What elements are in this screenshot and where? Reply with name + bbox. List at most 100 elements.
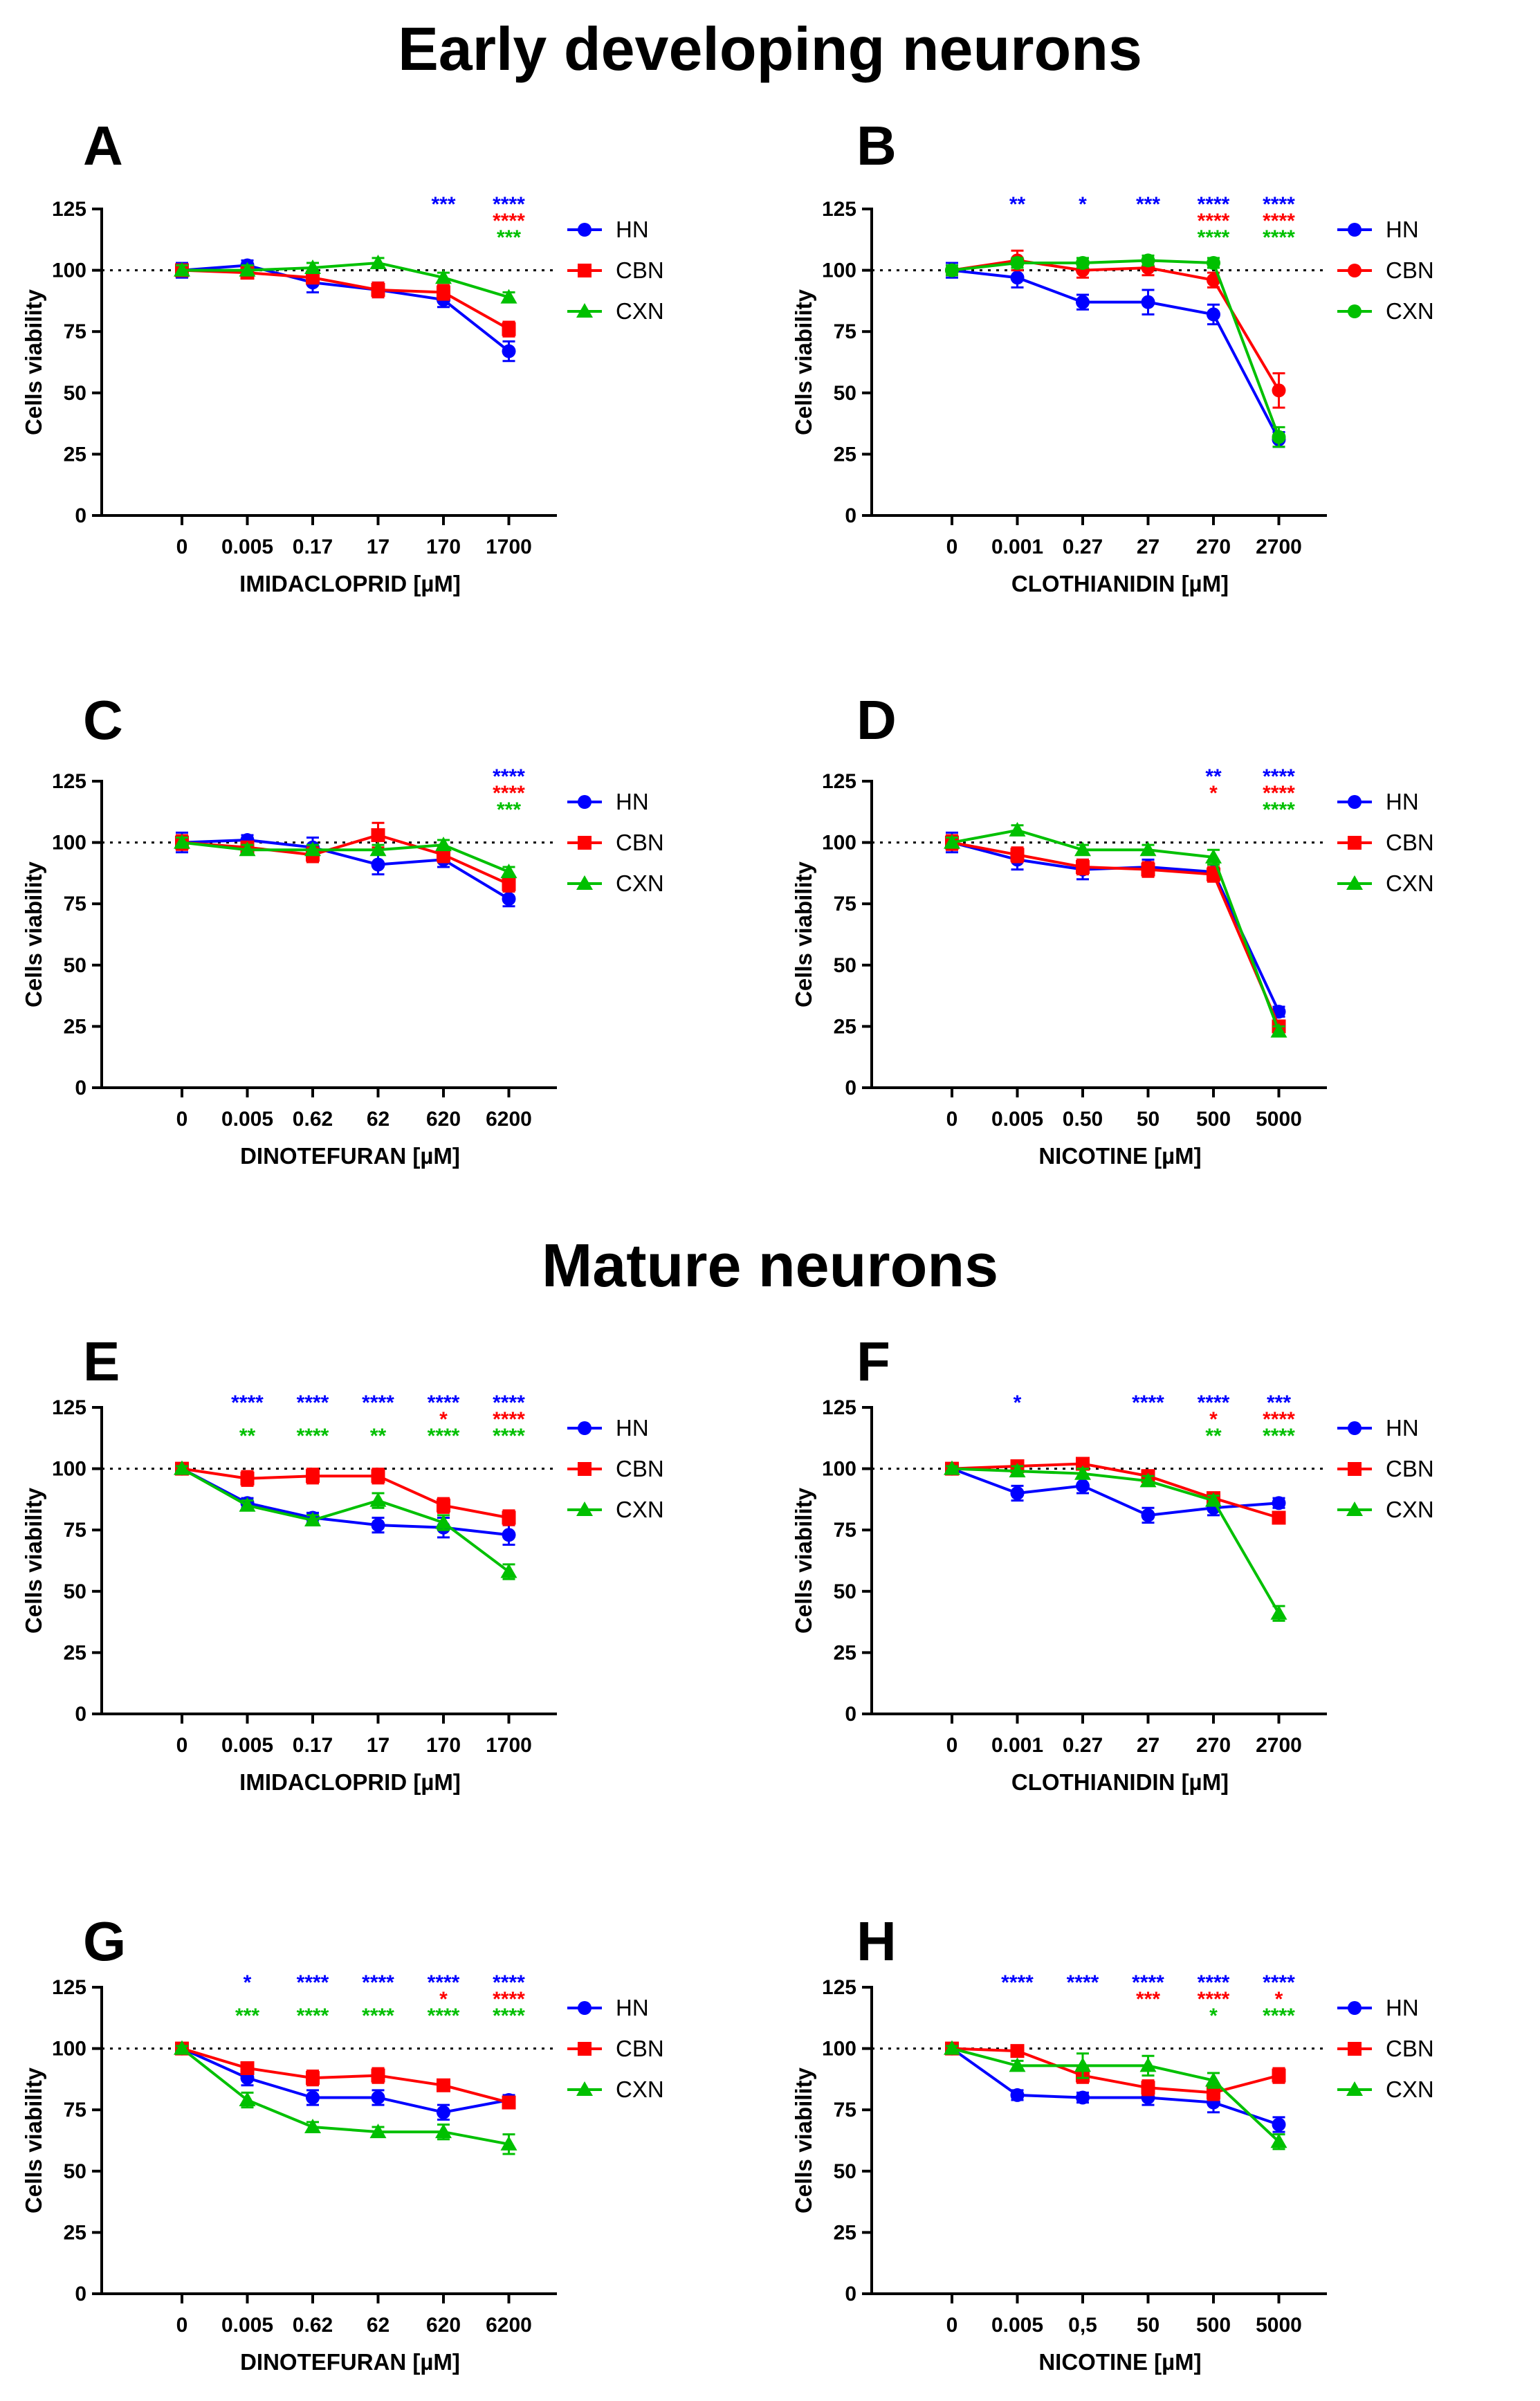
data-point bbox=[437, 285, 450, 300]
x-tick-label: 1700 bbox=[486, 536, 532, 558]
legend-item-cbn: CBN bbox=[567, 1456, 664, 1481]
significance-mark: **** bbox=[493, 1408, 525, 1431]
x-tick-label: 0 bbox=[176, 536, 188, 558]
significance-mark: **** bbox=[1263, 765, 1295, 788]
data-point bbox=[304, 2119, 321, 2134]
legend-label: HN bbox=[616, 789, 649, 814]
y-tick-label: 0 bbox=[75, 1077, 86, 1099]
data-point bbox=[240, 2061, 255, 2075]
y-tick-label: 125 bbox=[52, 1396, 86, 1419]
legend-item-cxn: CXN bbox=[1337, 2076, 1434, 2102]
y-tick-label: 25 bbox=[64, 2221, 86, 2244]
legend-marker bbox=[1348, 264, 1362, 277]
legend-marker bbox=[1348, 1462, 1362, 1476]
data-point bbox=[1141, 862, 1155, 877]
series-line bbox=[181, 2047, 509, 2146]
y-tick-label: 0 bbox=[845, 1077, 856, 1099]
y-tick-label: 0 bbox=[75, 504, 86, 527]
legend-label: HN bbox=[616, 217, 649, 242]
series-line bbox=[181, 264, 510, 353]
legend-item-cxn: CXN bbox=[567, 1497, 664, 1522]
series-line bbox=[951, 2047, 1280, 2143]
x-tick-label: 500 bbox=[1196, 1108, 1231, 1131]
series-line bbox=[181, 2047, 510, 2104]
series-hn bbox=[175, 2041, 516, 2121]
data-point bbox=[1139, 2057, 1157, 2072]
data-point bbox=[1010, 2088, 1025, 2102]
data-point bbox=[1074, 841, 1091, 857]
x-tick-label: 270 bbox=[1196, 536, 1231, 558]
x-tick-label: 0 bbox=[946, 536, 958, 558]
y-tick-label: 0 bbox=[845, 1703, 856, 1726]
legend-marker bbox=[578, 2042, 592, 2056]
data-point bbox=[239, 841, 256, 857]
panel-letter-f: F bbox=[856, 1331, 890, 1392]
data-point bbox=[371, 857, 385, 872]
data-point bbox=[1141, 1508, 1155, 1522]
series-line bbox=[181, 833, 510, 886]
significance-mark: *** bbox=[431, 193, 455, 216]
legend-label: HN bbox=[1386, 789, 1419, 814]
panel-letter-d: D bbox=[856, 689, 897, 751]
y-tick-label: 0 bbox=[845, 504, 856, 527]
legend-label: CXN bbox=[616, 870, 664, 896]
y-tick-label: 50 bbox=[64, 954, 86, 977]
x-tick-label: 6200 bbox=[486, 1108, 532, 1131]
significance-mark: **** bbox=[1263, 1971, 1295, 1994]
significance-mark: **** bbox=[297, 1425, 329, 1448]
series-line bbox=[181, 1467, 509, 1519]
x-tick-label: 0.50 bbox=[1063, 1108, 1103, 1131]
x-tick-label: 62 bbox=[367, 2314, 389, 2337]
legend-label: HN bbox=[616, 1415, 649, 1441]
series-line bbox=[951, 1467, 1279, 1517]
significance-mark: **** bbox=[1263, 210, 1295, 232]
legend-item-hn: HN bbox=[1337, 789, 1419, 814]
data-point bbox=[1139, 1472, 1157, 1488]
significance-mark: **** bbox=[493, 1425, 525, 1448]
x-tick-label: 0 bbox=[946, 1108, 958, 1131]
y-tick-label: 125 bbox=[822, 198, 856, 221]
legend-item-hn: HN bbox=[1337, 217, 1419, 242]
y-tick-label: 75 bbox=[834, 320, 856, 343]
data-point bbox=[437, 2105, 450, 2119]
legend-label: CBN bbox=[1386, 2036, 1434, 2061]
y-tick-label: 100 bbox=[822, 259, 856, 282]
significance-mark: ** bbox=[1205, 1425, 1222, 1448]
data-point bbox=[240, 1471, 255, 1486]
y-tick-label: 75 bbox=[834, 893, 856, 915]
data-point bbox=[1207, 2085, 1220, 2100]
data-point bbox=[1076, 860, 1090, 875]
y-tick-label: 25 bbox=[64, 443, 86, 466]
chart-panel-c: 0 25 50 75 100 125 0 0.005 0.62 62 620 6200 DINOTEFU… bbox=[21, 765, 664, 1169]
y-tick-label: 100 bbox=[822, 1458, 856, 1481]
legend-marker bbox=[1348, 836, 1362, 850]
data-point bbox=[1272, 1510, 1286, 1525]
legend-marker bbox=[578, 795, 592, 809]
y-tick-label: 100 bbox=[822, 2038, 856, 2061]
data-point bbox=[304, 259, 321, 275]
data-point bbox=[435, 269, 452, 284]
legend-label: CXN bbox=[1386, 870, 1434, 896]
series-line bbox=[951, 828, 1281, 1032]
legend-label: CXN bbox=[1386, 2076, 1434, 2102]
significance-mark: **** bbox=[493, 210, 525, 232]
significance-mark: *** bbox=[1136, 1988, 1160, 2011]
legend-label: CBN bbox=[616, 830, 664, 855]
data-point bbox=[437, 2078, 450, 2092]
series-line bbox=[951, 2047, 1280, 2094]
data-point bbox=[1009, 2057, 1026, 2072]
x-tick-label: 0.17 bbox=[293, 1734, 333, 1757]
significance-mark: ** bbox=[1205, 765, 1222, 788]
series-cbn bbox=[945, 2041, 1286, 2101]
significance-mark: **** bbox=[493, 1988, 525, 2011]
significance-mark: * bbox=[1209, 2005, 1218, 2027]
significance-mark: **** bbox=[428, 1425, 460, 1448]
x-tick-label: 170 bbox=[426, 536, 461, 558]
significance-mark: **** bbox=[1198, 1391, 1230, 1414]
series-cbn bbox=[945, 1457, 1286, 1525]
data-point bbox=[371, 1469, 385, 1483]
data-point bbox=[306, 271, 320, 285]
significance-mark: ** bbox=[1009, 193, 1026, 216]
y-tick-label: 100 bbox=[52, 259, 86, 282]
x-tick-label: 17 bbox=[367, 1734, 389, 1757]
